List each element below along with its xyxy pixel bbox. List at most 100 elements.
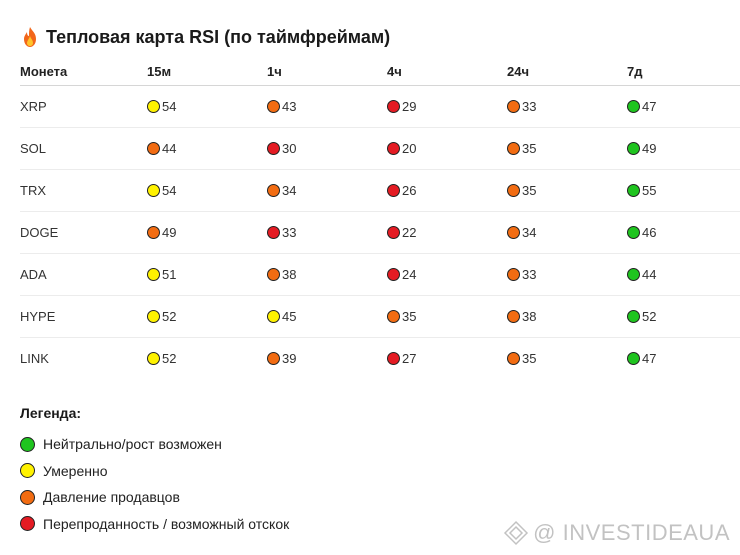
rsi-value: 33 xyxy=(282,225,297,240)
status-dot-icon xyxy=(147,184,160,197)
rsi-value: 44 xyxy=(642,267,657,282)
legend-item: Нейтрально/рост возможен xyxy=(20,431,289,458)
status-dot-icon xyxy=(507,310,520,323)
status-dot-icon xyxy=(267,142,280,155)
status-dot-icon xyxy=(387,352,400,365)
rsi-value: 35 xyxy=(402,309,417,324)
rsi-value: 30 xyxy=(282,141,297,156)
rsi-value: 38 xyxy=(282,267,297,282)
rsi-cell: 47 xyxy=(627,85,740,128)
legend-label: Умеренно xyxy=(43,462,108,479)
rsi-cell: 54 xyxy=(147,169,267,212)
rsi-cell: 44 xyxy=(147,127,267,170)
table-row: HYPE 52 45 35 38 52 xyxy=(20,295,740,338)
status-dot-icon xyxy=(627,142,640,155)
status-dot-icon xyxy=(267,310,280,323)
fire-icon xyxy=(24,27,36,47)
rsi-cell: 35 xyxy=(387,295,507,338)
rsi-value: 20 xyxy=(402,141,417,156)
rsi-cell: 27 xyxy=(387,338,507,380)
coin-name: ADA xyxy=(20,253,147,296)
status-dot-icon xyxy=(627,310,640,323)
status-dot-icon xyxy=(147,352,160,365)
coin-name: SOL xyxy=(20,127,147,170)
diamond-logo-icon xyxy=(504,520,529,546)
status-dot-icon xyxy=(627,268,640,281)
coin-name: DOGE xyxy=(20,211,147,254)
status-dot-icon xyxy=(627,100,640,113)
rsi-cell: 52 xyxy=(147,338,267,380)
rsi-cell: 35 xyxy=(507,338,627,380)
rsi-cell: 20 xyxy=(387,127,507,170)
status-dot-icon xyxy=(387,142,400,155)
legend-items: Нейтрально/рост возможен Умеренно Давление… xyxy=(20,431,289,537)
status-dot-icon xyxy=(267,268,280,281)
rsi-value: 43 xyxy=(282,99,297,114)
status-dot-icon xyxy=(147,142,160,155)
legend-label: Перепроданность / возможный отскок xyxy=(43,515,290,532)
rsi-cell: 46 xyxy=(627,211,740,254)
rsi-cell: 33 xyxy=(507,85,627,128)
legend-item: Давление продавцов xyxy=(20,484,289,511)
rsi-cell: 51 xyxy=(147,253,267,296)
table-row: TRX 54 34 26 35 55 xyxy=(20,169,740,212)
status-dot-icon xyxy=(387,226,400,239)
rsi-value: 35 xyxy=(522,141,537,156)
table-row: ADA 51 38 24 33 44 xyxy=(20,253,740,296)
rsi-cell: 38 xyxy=(507,295,627,338)
status-dot-icon xyxy=(147,268,160,281)
rsi-value: 34 xyxy=(522,225,537,240)
rsi-value: 33 xyxy=(522,99,537,114)
header-15m: 15м xyxy=(147,57,267,86)
legend-label: Давление продавцов xyxy=(43,489,180,506)
rsi-cell: 34 xyxy=(507,211,627,254)
status-dot-icon xyxy=(387,310,400,323)
status-dot-icon xyxy=(507,352,520,365)
rsi-cell: 44 xyxy=(627,253,740,296)
legend-dot-icon xyxy=(20,463,35,479)
rsi-cell: 30 xyxy=(267,127,387,170)
rsi-value: 47 xyxy=(642,99,657,114)
status-dot-icon xyxy=(267,100,280,113)
status-dot-icon xyxy=(507,142,520,155)
rsi-cell: 54 xyxy=(147,85,267,128)
coin-name: HYPE xyxy=(20,295,147,338)
legend-item: Умеренно xyxy=(20,458,289,485)
rsi-cell: 52 xyxy=(147,295,267,338)
rsi-value: 34 xyxy=(282,183,297,198)
rsi-value: 49 xyxy=(162,225,177,240)
rsi-cell: 39 xyxy=(267,338,387,380)
rsi-cell: 49 xyxy=(147,211,267,254)
status-dot-icon xyxy=(507,184,520,197)
header-coin: Монета xyxy=(20,57,147,86)
rsi-value: 52 xyxy=(162,309,177,324)
legend-dot-icon xyxy=(20,516,35,532)
rsi-value: 46 xyxy=(642,225,657,240)
rsi-value: 39 xyxy=(282,351,297,366)
header-7d: 7д xyxy=(627,57,740,86)
header-1h: 1ч xyxy=(267,57,387,86)
status-dot-icon xyxy=(507,268,520,281)
status-dot-icon xyxy=(507,226,520,239)
rsi-value: 24 xyxy=(402,267,417,282)
header-24h: 24ч xyxy=(507,57,627,86)
status-dot-icon xyxy=(387,184,400,197)
table-row: XRP 54 43 29 33 47 xyxy=(20,85,740,128)
legend: Легенда: Нейтрально/рост возможен Умеренн… xyxy=(20,405,289,537)
rsi-value: 52 xyxy=(162,351,177,366)
header-4h: 4ч xyxy=(387,57,507,86)
table-header-row: Монета 15м 1ч 4ч 24ч 7д xyxy=(20,57,740,86)
rsi-value: 55 xyxy=(642,183,657,198)
rsi-value: 52 xyxy=(642,309,657,324)
status-dot-icon xyxy=(627,184,640,197)
rsi-cell: 35 xyxy=(507,169,627,212)
legend-label: Нейтрально/рост возможен xyxy=(43,436,222,453)
rsi-value: 26 xyxy=(402,183,417,198)
status-dot-icon xyxy=(147,100,160,113)
rsi-cell: 33 xyxy=(267,211,387,254)
table-row: LINK 52 39 27 35 47 xyxy=(20,338,740,380)
rsi-value: 44 xyxy=(162,141,177,156)
coin-name: TRX xyxy=(20,169,147,212)
status-dot-icon xyxy=(507,100,520,113)
legend-title: Легенда: xyxy=(20,405,82,421)
